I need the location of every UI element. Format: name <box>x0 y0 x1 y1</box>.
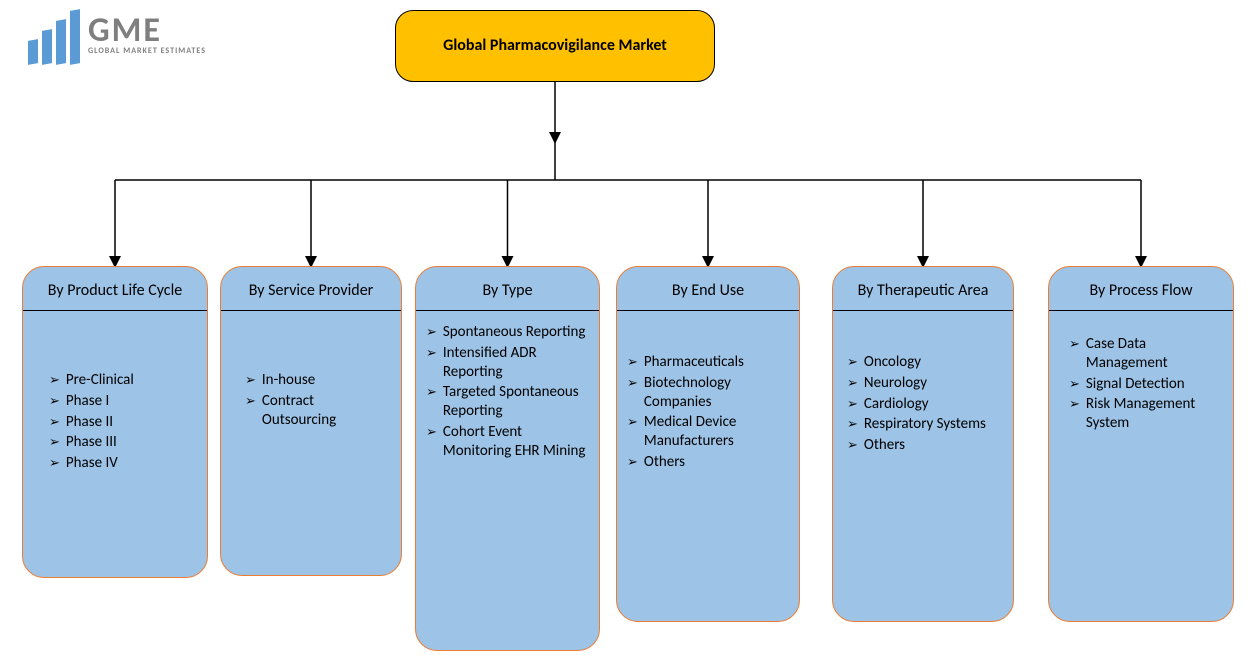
list-item: ➢ Respiratory Systems <box>847 415 1003 434</box>
list-item: ➢ Spontaneous Reporting <box>426 323 589 342</box>
list-item-label: Contract Outsourcing <box>262 392 391 430</box>
category-product-life-cycle: By Product Life Cycle ➢ Pre-Clinical ➢ Phase… <box>22 266 208 578</box>
list-item-label: Respiratory Systems <box>864 415 986 434</box>
list-item: ➢ Contract Outsourcing <box>245 392 391 430</box>
list-item: ➢ Others <box>627 453 789 472</box>
bullet-icon: ➢ <box>847 376 858 392</box>
list-item: ➢ Targeted Spontaneous Reporting <box>426 383 589 421</box>
bullet-icon: ➢ <box>426 346 437 362</box>
list-item-label: Case Data Management <box>1086 335 1223 373</box>
logo-sub-text: GLOBAL MARKET ESTIMATES <box>88 46 206 56</box>
list-item-label: Phase I <box>66 392 109 411</box>
bullet-icon: ➢ <box>847 438 858 454</box>
list-item-label: Cardiology <box>864 395 929 414</box>
list-item: ➢ Risk Management System <box>1069 395 1223 433</box>
bullet-icon: ➢ <box>49 373 60 389</box>
list-item-label: Pharmaceuticals <box>644 353 744 372</box>
category-therapeutic-area: By Therapeutic Area ➢ Oncology ➢ Neurology ➢ C… <box>832 266 1014 622</box>
list-item: ➢ Phase II <box>49 413 197 432</box>
category-type: By Type ➢ Spontaneous Reporting ➢ Intensifie… <box>415 266 600 651</box>
category-items: ➢ Pre-Clinical ➢ Phase I ➢ Phase II ➢ Phase III… <box>23 311 207 577</box>
bullet-icon: ➢ <box>426 325 437 341</box>
list-item-label: Pre-Clinical <box>66 371 134 390</box>
root-title-box: Global Pharmacovigilance Market <box>395 10 715 82</box>
list-item-label: Biotechnology Companies <box>644 374 789 412</box>
category-title: By Therapeutic Area <box>833 267 1013 310</box>
category-title: By Product Life Cycle <box>23 267 207 310</box>
bullet-icon: ➢ <box>847 417 858 433</box>
bullet-icon: ➢ <box>847 397 858 413</box>
list-item: ➢ Biotechnology Companies <box>627 374 789 412</box>
bullet-icon: ➢ <box>847 355 858 371</box>
list-item: ➢ Neurology <box>847 374 1003 393</box>
list-item: ➢ Phase III <box>49 433 197 452</box>
category-items: ➢ In-house ➢ Contract Outsourcing <box>221 311 401 575</box>
list-item: ➢ Cardiology <box>847 395 1003 414</box>
list-item-label: Others <box>644 453 685 472</box>
category-items: ➢ Oncology ➢ Neurology ➢ Cardiology ➢ Respirato… <box>833 311 1013 621</box>
list-item: ➢ In-house <box>245 371 391 390</box>
list-item: ➢ Signal Detection <box>1069 375 1223 394</box>
list-item: ➢ Case Data Management <box>1069 335 1223 373</box>
list-item-label: Phase IV <box>66 454 118 473</box>
list-item-label: Targeted Spontaneous Reporting <box>443 383 589 421</box>
category-service-provider: By Service Provider ➢ In-house ➢ Contract Ou… <box>220 266 402 576</box>
bullet-icon: ➢ <box>49 456 60 472</box>
bullet-icon: ➢ <box>1069 337 1080 353</box>
bullet-icon: ➢ <box>426 425 437 441</box>
list-item-label: Phase II <box>66 413 113 432</box>
category-items: ➢ Spontaneous Reporting ➢ Intensified ADR R… <box>416 311 599 650</box>
list-item: ➢ Pre-Clinical <box>49 371 197 390</box>
bullet-icon: ➢ <box>49 415 60 431</box>
category-items: ➢ Pharmaceuticals ➢ Biotechnology Companies… <box>617 311 799 621</box>
category-title: By Process Flow <box>1049 267 1233 310</box>
list-item: ➢ Intensified ADR Reporting <box>426 344 589 382</box>
list-item-label: Oncology <box>864 353 921 372</box>
list-item: ➢ Phase IV <box>49 454 197 473</box>
category-title: By Type <box>416 267 599 310</box>
category-title: By Service Provider <box>221 267 401 310</box>
logo-main-text: GME <box>88 16 206 47</box>
category-process-flow: By Process Flow ➢ Case Data Management ➢ Sig… <box>1048 266 1234 622</box>
list-item-label: Medical Device Manufacturers <box>644 413 789 451</box>
bullet-icon: ➢ <box>49 435 60 451</box>
list-item-label: Neurology <box>864 374 927 393</box>
list-item: ➢ Pharmaceuticals <box>627 353 789 372</box>
category-end-use: By End Use ➢ Pharmaceuticals ➢ Biotechnology… <box>616 266 800 622</box>
list-item-label: Risk Management System <box>1086 395 1223 433</box>
bullet-icon: ➢ <box>627 415 638 431</box>
list-item-label: Others <box>864 436 905 455</box>
list-item-label: Spontaneous Reporting <box>443 323 586 342</box>
list-item: ➢ Oncology <box>847 353 1003 372</box>
bullet-icon: ➢ <box>627 355 638 371</box>
root-title: Global Pharmacovigilance Market <box>443 36 667 56</box>
list-item-label: Phase III <box>66 433 117 452</box>
category-title: By End Use <box>617 267 799 310</box>
list-item: ➢ Others <box>847 436 1003 455</box>
bullet-icon: ➢ <box>1069 397 1080 413</box>
bullet-icon: ➢ <box>627 376 638 392</box>
bullet-icon: ➢ <box>627 455 638 471</box>
list-item-label: Signal Detection <box>1086 375 1185 394</box>
logo-bars-icon <box>24 8 80 64</box>
gme-logo: GME GLOBAL MARKET ESTIMATES <box>24 8 206 64</box>
category-items: ➢ Case Data Management ➢ Signal Detection ➢ R… <box>1049 311 1233 621</box>
list-item: ➢ Cohort Event Monitoring EHR Mining <box>426 423 589 461</box>
bullet-icon: ➢ <box>245 394 256 410</box>
list-item-label: Cohort Event Monitoring EHR Mining <box>443 423 589 461</box>
list-item: ➢ Phase I <box>49 392 197 411</box>
list-item-label: In-house <box>262 371 315 390</box>
list-item-label: Intensified ADR Reporting <box>443 344 589 382</box>
list-item: ➢ Medical Device Manufacturers <box>627 413 789 451</box>
bullet-icon: ➢ <box>1069 377 1080 393</box>
bullet-icon: ➢ <box>49 394 60 410</box>
bullet-icon: ➢ <box>426 385 437 401</box>
bullet-icon: ➢ <box>245 373 256 389</box>
